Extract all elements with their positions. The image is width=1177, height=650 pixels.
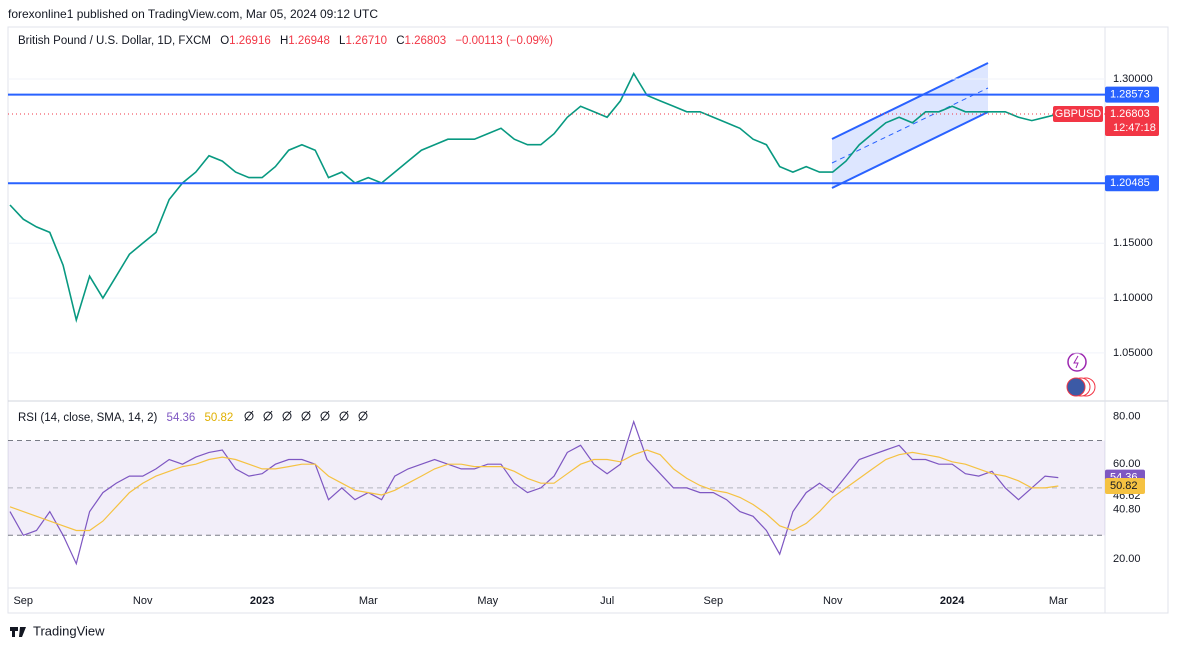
frame — [7, 26, 1169, 614]
symbol-title: British Pound / U.S. Dollar, 1D, FXCM — [18, 35, 212, 47]
ohlc-key: O — [220, 35, 230, 47]
y-tick-label: 1.15000 — [1113, 237, 1153, 249]
ohlc-value: 1.26916 — [229, 35, 271, 47]
x-tick-label: 2023 — [250, 595, 274, 607]
last-price-label: 1.26803 — [1110, 108, 1150, 120]
channel-top — [831, 62, 989, 140]
publisher: forexonline1 published on TradingView.co… — [8, 7, 379, 21]
footer-logo: TradingView — [10, 623, 105, 638]
y-tick-label: 1.30000 — [1113, 73, 1153, 85]
rsi-title: RSI (14, close, SMA, 14, 2) — [18, 412, 158, 424]
channel — [831, 62, 989, 189]
level-label-box — [1105, 86, 1159, 103]
x-tick-label: May — [477, 595, 498, 607]
x-tick-label: Mar — [359, 595, 378, 607]
change: −0.00113 (−0.09%) — [455, 35, 553, 47]
y-tick-label: 1.10000 — [1113, 292, 1153, 304]
x-tick-label: Sep — [13, 595, 33, 607]
level-label: 1.28573 — [1110, 88, 1150, 100]
channel-mid — [831, 87, 989, 164]
x-tick-label: Mar — [1049, 595, 1068, 607]
x-tick-label: Nov — [133, 595, 153, 607]
ohlc-key: H — [279, 35, 289, 47]
event-icon-bolt — [1073, 355, 1079, 369]
channel-bottom — [831, 111, 989, 189]
footer-text: TradingView — [33, 623, 105, 638]
x-tick-label: Jul — [600, 595, 614, 607]
channel-fill — [832, 63, 988, 188]
level-label-box — [1105, 175, 1159, 192]
hidden-input-icons — [244, 410, 368, 422]
x-tick-label: Sep — [704, 595, 724, 607]
last-price-box — [1105, 105, 1159, 136]
y-tick-label: 80.00 — [1113, 411, 1141, 423]
y-tick-label: 20.00 — [1113, 553, 1141, 565]
ohlc-value: 1.26803 — [404, 35, 447, 47]
y-tick-label: 1.05000 — [1113, 347, 1153, 359]
y-tick-label: 60.00 — [1113, 458, 1141, 470]
series-line — [9, 71, 1059, 324]
last-value-label: 50.82 — [1110, 480, 1138, 492]
ohlc-value: 1.26710 — [345, 35, 388, 47]
symbol-label: GBPUSD — [1055, 108, 1102, 120]
series-line — [9, 419, 1059, 566]
last-value-box — [1105, 477, 1145, 494]
rsi-legend: RSI (14, close, SMA, 14, 2) 54.36 50.82 — [18, 409, 373, 424]
sma-value: 50.82 — [204, 412, 234, 424]
countdown: 12:47:18 — [1113, 122, 1156, 134]
rsi-value: 54.36 — [166, 412, 196, 424]
x-tick-label: Nov — [823, 595, 843, 607]
ohlc-key: C — [396, 35, 405, 47]
symbol-box — [1053, 105, 1103, 122]
y-tick-label: 40.80 — [1113, 504, 1141, 516]
event-icon[interactable] — [1067, 352, 1087, 372]
logo-mark — [10, 627, 26, 637]
flag-icon[interactable] — [1066, 377, 1086, 397]
series-line — [9, 449, 1059, 532]
ohlc-value: 1.26948 — [288, 35, 330, 47]
x-tick-label: 2024 — [940, 595, 965, 607]
level-label: 1.20485 — [1110, 177, 1150, 189]
ohlc-key: L — [339, 35, 346, 47]
symbol-legend: British Pound / U.S. Dollar, 1D, FXCM O1… — [18, 35, 553, 47]
